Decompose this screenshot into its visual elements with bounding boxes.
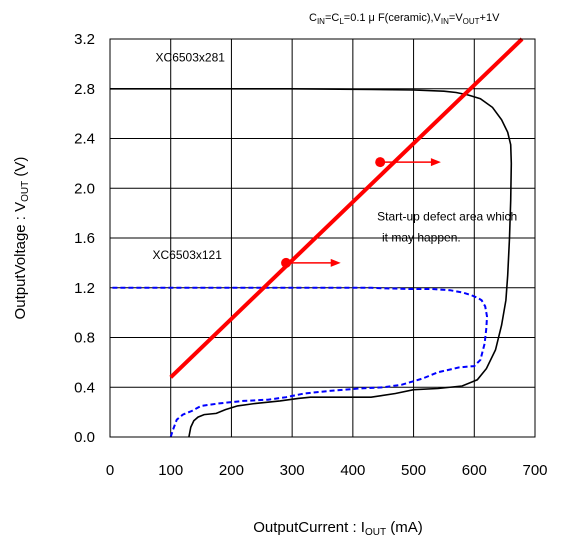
plot-frame xyxy=(109,38,536,438)
y-tick-label: 2.0 xyxy=(74,180,95,197)
test-condition-label: CIN=CL=0.1 μ F(ceramic),VIN=VOUT+1V xyxy=(309,12,500,26)
x-tick-label: 500 xyxy=(401,462,426,479)
startup-boundary-line xyxy=(169,37,524,379)
boundary-overlay xyxy=(169,37,524,379)
chart-annotation: it may happen. xyxy=(382,231,461,245)
x-tick-label: 100 xyxy=(158,462,183,479)
annotations: XC6503x281 XC6503x121 Start-up defect area… xyxy=(153,50,518,262)
x-tick-label: 700 xyxy=(522,462,547,479)
y-tick-label: 3.2 xyxy=(74,31,95,48)
arrow-right-icon xyxy=(330,258,341,267)
y-tick-label: 0.8 xyxy=(74,330,95,347)
y-tick-labels: 0.0 0.4 0.8 1.2 1.6 2.0 2.4 2.8 3.2 xyxy=(74,31,95,446)
y-tick-label: 0.4 xyxy=(74,379,95,396)
y-tick-label: 2.4 xyxy=(74,131,95,148)
x-tick-label: 200 xyxy=(219,462,244,479)
series-xc6503x121-line xyxy=(110,286,489,438)
x-tick-label: 600 xyxy=(462,462,487,479)
y-axis-label: OutputVoltage : VOUT (V) xyxy=(12,157,31,320)
series-lines xyxy=(110,88,513,438)
x-tick-labels: 0 100 200 300 400 500 600 700 xyxy=(106,462,548,479)
arrow-right-icon xyxy=(430,158,441,167)
chart-annotation: XC6503x281 xyxy=(156,50,226,64)
y-tick-label: 0.0 xyxy=(74,429,95,446)
series-xc6503x281-line xyxy=(110,88,513,438)
x-tick-label: 300 xyxy=(280,462,305,479)
x-tick-label: 0 xyxy=(106,462,114,479)
y-tick-label: 1.2 xyxy=(74,280,95,297)
x-axis-label: OutputCurrent : IOUT (mA) xyxy=(253,519,423,538)
chart-annotation: Start-up defect area which xyxy=(377,210,517,224)
chart-annotation: XC6503x121 xyxy=(153,248,223,262)
y-tick-label: 2.8 xyxy=(74,81,95,98)
y-tick-label: 1.6 xyxy=(74,230,95,247)
x-tick-label: 400 xyxy=(340,462,365,479)
